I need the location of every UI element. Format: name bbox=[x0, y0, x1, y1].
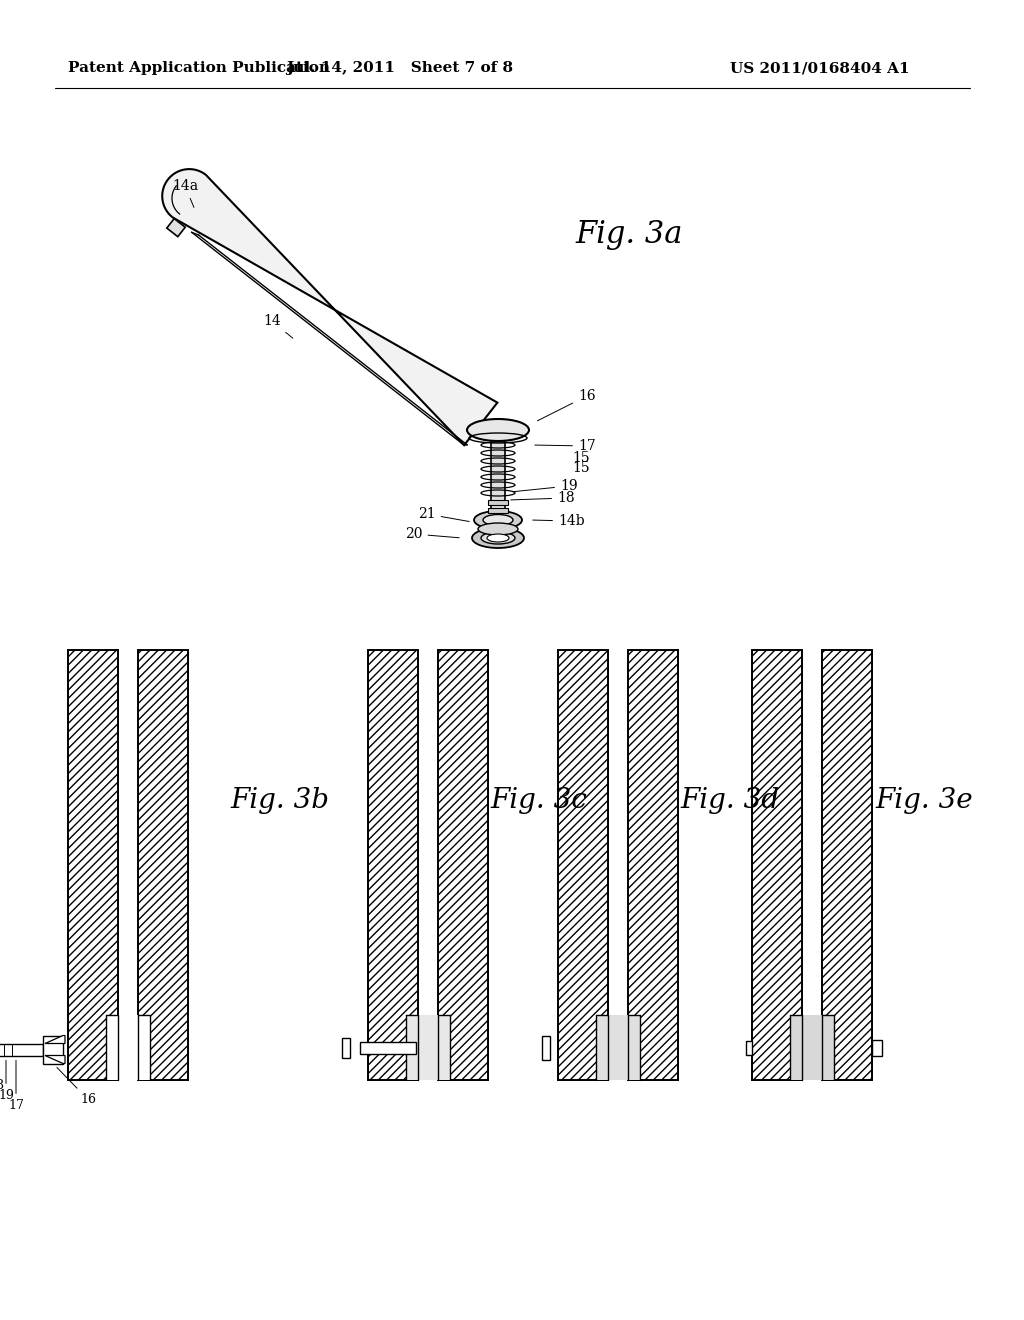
Bar bbox=[138, 649, 188, 1080]
Bar bbox=[68, 649, 118, 1080]
Bar bbox=[822, 649, 872, 1080]
Ellipse shape bbox=[474, 511, 522, 529]
Ellipse shape bbox=[478, 523, 518, 535]
Text: 17: 17 bbox=[535, 440, 596, 453]
Text: 14b: 14b bbox=[532, 513, 585, 528]
Text: 16: 16 bbox=[57, 1068, 96, 1106]
Bar bbox=[0, 1044, 43, 1056]
Text: Jul. 14, 2011   Sheet 7 of 8: Jul. 14, 2011 Sheet 7 of 8 bbox=[287, 61, 514, 75]
Bar bbox=[872, 1040, 882, 1056]
Bar bbox=[752, 649, 802, 1080]
Text: Fig. 3d: Fig. 3d bbox=[680, 787, 779, 814]
Polygon shape bbox=[45, 1056, 65, 1064]
Bar bbox=[822, 649, 872, 1080]
Bar bbox=[106, 1015, 150, 1080]
Text: Fig. 3c: Fig. 3c bbox=[490, 787, 587, 814]
Ellipse shape bbox=[472, 528, 524, 548]
Text: 19: 19 bbox=[513, 479, 578, 492]
Polygon shape bbox=[167, 219, 185, 236]
Bar bbox=[488, 500, 508, 506]
Text: 21: 21 bbox=[418, 507, 469, 521]
Bar bbox=[488, 508, 508, 513]
Bar bbox=[628, 649, 678, 1080]
Text: 14a: 14a bbox=[172, 180, 198, 207]
Bar bbox=[558, 649, 608, 1080]
Bar bbox=[558, 649, 608, 1080]
Text: 15: 15 bbox=[572, 451, 590, 465]
Text: Fig. 3a: Fig. 3a bbox=[575, 219, 682, 251]
Text: 14: 14 bbox=[263, 314, 293, 338]
Bar bbox=[746, 1040, 752, 1055]
Bar bbox=[68, 649, 118, 1080]
Bar bbox=[138, 649, 188, 1080]
Bar bbox=[542, 1035, 550, 1060]
Text: 15: 15 bbox=[572, 461, 590, 475]
Text: 16: 16 bbox=[538, 389, 596, 421]
Bar bbox=[752, 649, 802, 1080]
Bar bbox=[596, 1015, 640, 1080]
Bar bbox=[360, 1041, 416, 1053]
Bar bbox=[368, 649, 418, 1080]
Bar bbox=[342, 1038, 350, 1057]
Bar bbox=[368, 649, 418, 1080]
Bar bbox=[438, 649, 488, 1080]
Bar bbox=[790, 1015, 834, 1080]
Text: 19: 19 bbox=[0, 1060, 14, 1102]
Text: 20: 20 bbox=[406, 527, 459, 541]
Bar bbox=[43, 1035, 63, 1064]
Polygon shape bbox=[162, 169, 498, 445]
Bar bbox=[628, 649, 678, 1080]
Ellipse shape bbox=[487, 535, 509, 543]
Text: Fig. 3b: Fig. 3b bbox=[230, 787, 329, 814]
Ellipse shape bbox=[467, 418, 529, 441]
Ellipse shape bbox=[481, 532, 515, 544]
Text: 17: 17 bbox=[8, 1060, 24, 1111]
Bar bbox=[438, 649, 488, 1080]
Text: 18: 18 bbox=[511, 491, 574, 506]
Bar bbox=[490, 440, 505, 525]
Text: Fig. 3e: Fig. 3e bbox=[874, 787, 973, 814]
Text: 18: 18 bbox=[0, 1060, 4, 1092]
Ellipse shape bbox=[483, 515, 513, 525]
Polygon shape bbox=[45, 1035, 65, 1044]
Text: US 2011/0168404 A1: US 2011/0168404 A1 bbox=[730, 61, 909, 75]
Text: Patent Application Publication: Patent Application Publication bbox=[68, 61, 330, 75]
Bar bbox=[406, 1015, 450, 1080]
